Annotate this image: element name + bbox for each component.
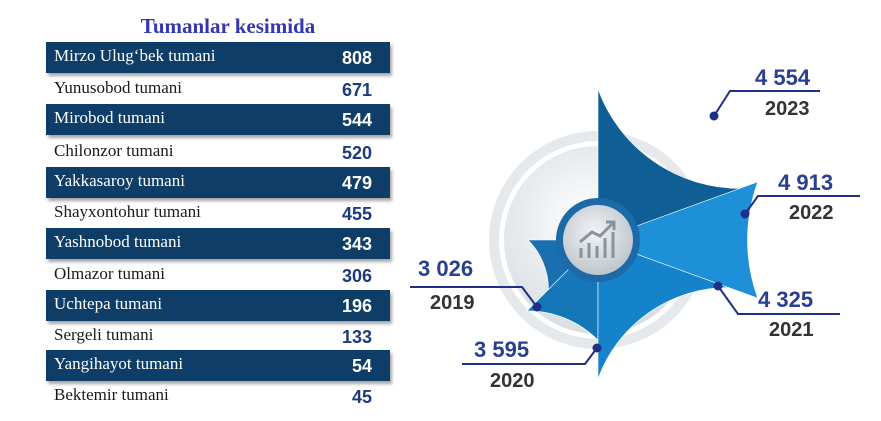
year-radial-chart: 3 026 2019 3 595 2020 4 325 2021 4 913 2022 4 55… bbox=[410, 65, 860, 392]
table-row: Yangihayot tumani 54 bbox=[46, 350, 390, 381]
district-name: Olmazor tumani bbox=[54, 264, 165, 283]
table-row: Olmazor tumani 306 bbox=[46, 260, 390, 291]
district-value: 671 bbox=[341, 80, 372, 100]
data-label: 3 026 bbox=[418, 256, 473, 281]
district-name: Shayxontohur tumani bbox=[54, 202, 201, 221]
district-name: Uchtepa tumani bbox=[54, 294, 163, 313]
callout-line bbox=[410, 286, 538, 308]
callout-2021: 4 325 2021 bbox=[713, 281, 840, 341]
callout-line bbox=[744, 195, 860, 215]
category-label: 2022 bbox=[789, 202, 834, 224]
district-value: 544 bbox=[341, 110, 372, 130]
data-label: 4 554 bbox=[755, 65, 811, 90]
district-value: 306 bbox=[341, 266, 372, 286]
district-value: 520 bbox=[341, 143, 372, 163]
data-label: 4 913 bbox=[778, 170, 833, 195]
district-value: 455 bbox=[341, 204, 372, 224]
callout-2020: 3 595 2020 bbox=[462, 337, 602, 392]
table-row: Yashnobod tumani 343 bbox=[46, 228, 390, 259]
category-label: 2023 bbox=[765, 98, 810, 120]
callout-dot bbox=[740, 209, 750, 219]
callout-line bbox=[462, 347, 598, 365]
table-row: Yunusobod tumani 671 bbox=[46, 74, 390, 105]
callout-dot bbox=[713, 281, 723, 291]
table-row: Uchtepa tumani 196 bbox=[46, 290, 390, 321]
district-value: 343 bbox=[341, 234, 372, 254]
callout-dot bbox=[592, 343, 602, 353]
district-name: Yashnobod tumani bbox=[54, 232, 182, 251]
data-label: 3 595 bbox=[474, 337, 529, 362]
district-name: Bektemir tumani bbox=[54, 385, 169, 404]
district-value: 479 bbox=[341, 173, 372, 193]
table-row: Shayxontohur tumani 455 bbox=[46, 198, 390, 229]
district-value: 45 bbox=[351, 387, 372, 407]
table-row: Mirzo Ulug‘bek tumani 808 bbox=[46, 42, 390, 73]
district-value: 196 bbox=[341, 296, 372, 316]
district-name: Sergeli tumani bbox=[54, 325, 154, 344]
chart-center-button bbox=[563, 205, 633, 275]
chart-up-icon bbox=[579, 220, 616, 258]
callout-line bbox=[713, 90, 820, 117]
table-row: Bektemir tumani 45 bbox=[46, 381, 390, 412]
category-label: 2020 bbox=[490, 370, 535, 392]
callout-2022: 4 913 2022 bbox=[740, 170, 860, 224]
table-title: Tumanlar kesimida bbox=[140, 14, 316, 38]
callout-2019: 3 026 2019 bbox=[410, 256, 542, 314]
callout-dot bbox=[709, 111, 719, 121]
district-name: Mirobod tumani bbox=[54, 108, 165, 127]
callout-line bbox=[717, 285, 840, 315]
district-value: 133 bbox=[341, 327, 372, 347]
district-name: Yunusobod tumani bbox=[54, 78, 182, 97]
table-row: Sergeli tumani 133 bbox=[46, 321, 390, 352]
table-row: Chilonzor tumani 520 bbox=[46, 137, 390, 168]
district-value: 54 bbox=[351, 356, 372, 376]
callout-dot bbox=[532, 302, 542, 312]
category-label: 2019 bbox=[430, 292, 475, 314]
callout-2023: 4 554 2023 bbox=[709, 65, 820, 121]
table-row: Mirobod tumani 544 bbox=[46, 104, 390, 135]
district-name: Chilonzor tumani bbox=[54, 141, 174, 160]
category-label: 2021 bbox=[769, 319, 814, 341]
table-row: Yakkasaroy tumani 479 bbox=[46, 167, 390, 198]
district-name: Mirzo Ulug‘bek tumani bbox=[54, 46, 216, 65]
district-value: 808 bbox=[341, 48, 372, 68]
district-name: Yakkasaroy tumani bbox=[54, 171, 185, 190]
district-name: Yangihayot tumani bbox=[54, 354, 184, 373]
data-label: 4 325 bbox=[758, 287, 813, 312]
